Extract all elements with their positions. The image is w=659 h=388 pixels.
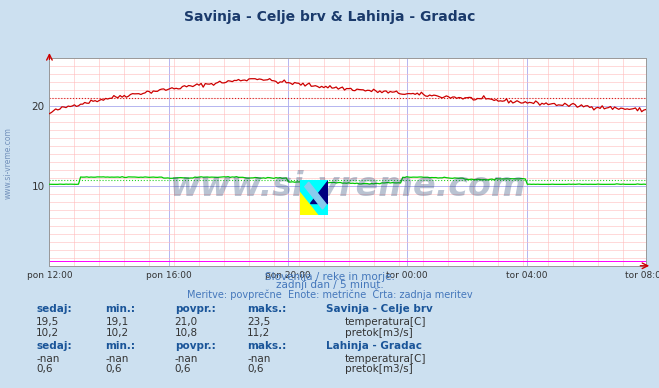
Text: 0,6: 0,6 [247, 364, 264, 374]
Text: Lahinja - Gradac: Lahinja - Gradac [326, 341, 422, 351]
Text: povpr.:: povpr.: [175, 341, 215, 351]
Text: Savinja - Celje brv & Lahinja - Gradac: Savinja - Celje brv & Lahinja - Gradac [184, 10, 475, 24]
Text: 21,0: 21,0 [175, 317, 198, 327]
Text: povpr.:: povpr.: [175, 304, 215, 314]
Text: 0,6: 0,6 [175, 364, 191, 374]
Text: -nan: -nan [175, 353, 198, 364]
Text: maks.:: maks.: [247, 304, 287, 314]
Text: 10,2: 10,2 [36, 327, 59, 338]
Text: Slovenija / reke in morje.: Slovenija / reke in morje. [264, 272, 395, 282]
Text: -nan: -nan [247, 353, 270, 364]
Text: -nan: -nan [105, 353, 129, 364]
Text: temperatura[C]: temperatura[C] [345, 353, 426, 364]
Text: pretok[m3/s]: pretok[m3/s] [345, 364, 413, 374]
Text: maks.:: maks.: [247, 341, 287, 351]
Text: sedaj:: sedaj: [36, 304, 72, 314]
Polygon shape [300, 193, 318, 215]
Text: temperatura[C]: temperatura[C] [345, 317, 426, 327]
Text: -nan: -nan [36, 353, 59, 364]
Text: 19,1: 19,1 [105, 317, 129, 327]
Text: 0,6: 0,6 [105, 364, 122, 374]
Text: 10,8: 10,8 [175, 327, 198, 338]
Polygon shape [310, 180, 328, 203]
Text: min.:: min.: [105, 341, 136, 351]
Text: sedaj:: sedaj: [36, 341, 72, 351]
Text: Meritve: povprečne  Enote: metrične  Črta: zadnja meritev: Meritve: povprečne Enote: metrične Črta:… [186, 288, 473, 300]
Text: zadnji dan / 5 minut.: zadnji dan / 5 minut. [275, 280, 384, 290]
Text: 0,6: 0,6 [36, 364, 53, 374]
Text: www.si-vreme.com: www.si-vreme.com [3, 127, 13, 199]
Polygon shape [305, 182, 326, 209]
Text: min.:: min.: [105, 304, 136, 314]
Text: Savinja - Celje brv: Savinja - Celje brv [326, 304, 433, 314]
Text: 10,2: 10,2 [105, 327, 129, 338]
Text: 23,5: 23,5 [247, 317, 270, 327]
Text: pretok[m3/s]: pretok[m3/s] [345, 327, 413, 338]
Text: 11,2: 11,2 [247, 327, 270, 338]
Text: www.si-vreme.com: www.si-vreme.com [169, 170, 526, 203]
Text: 19,5: 19,5 [36, 317, 59, 327]
